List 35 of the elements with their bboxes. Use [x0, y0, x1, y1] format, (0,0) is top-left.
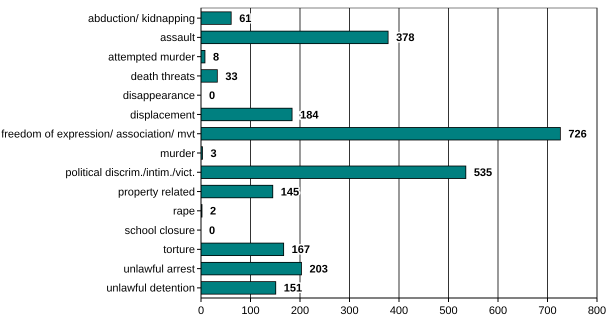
y-tick-label: disappearance — [122, 90, 195, 102]
data-label: 33 — [225, 70, 238, 83]
y-tick-label: freedom of expression/ association/ mvt — [1, 128, 195, 141]
data-label: 3 — [210, 148, 217, 160]
y-tick-label: torture — [163, 244, 195, 256]
data-label: 0 — [209, 90, 216, 102]
x-tick-label: 800 — [588, 305, 606, 317]
x-tick-label: 700 — [538, 305, 557, 317]
y-tick-label: displacement — [130, 109, 195, 122]
data-label: 535 — [474, 167, 492, 180]
x-tick-label: 400 — [390, 305, 408, 317]
y-tick-label: political discrim./intim./vict. — [65, 167, 195, 180]
y-tick-label: property related — [118, 186, 195, 198]
data-label: 184 — [300, 109, 320, 122]
data-label: 726 — [568, 128, 587, 141]
x-tick-label: 200 — [290, 305, 310, 317]
y-tick-label: rape — [172, 206, 195, 218]
x-tick-label: 500 — [439, 305, 458, 317]
y-tick-label: death threats — [130, 70, 196, 83]
y-tick-label: attempted murder — [108, 52, 196, 64]
data-label: 203 — [309, 263, 328, 276]
x-tick-label: 300 — [340, 305, 359, 317]
data-label: 8 — [212, 52, 220, 64]
y-tick-label: school closure — [124, 224, 195, 237]
y-tick-label: unlawful detention — [106, 282, 195, 295]
x-tick-label: 100 — [241, 305, 260, 317]
x-tick-label: 600 — [488, 305, 508, 317]
y-tick-label: abduction/ kidnapping — [88, 12, 195, 25]
y-tick-label: unlawful arrest — [123, 263, 195, 276]
x-tick-label: 0 — [198, 305, 204, 317]
y-tick-label: murder — [160, 148, 196, 160]
y-tick-label: assault — [160, 32, 195, 44]
data-label: 0 — [209, 224, 216, 237]
data-label: 2 — [210, 206, 216, 218]
data-label: 145 — [280, 186, 300, 198]
